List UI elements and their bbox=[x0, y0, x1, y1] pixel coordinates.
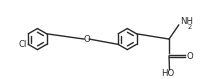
Text: NH: NH bbox=[180, 17, 193, 26]
Text: O: O bbox=[186, 52, 193, 61]
Text: O: O bbox=[83, 35, 90, 44]
Text: HO: HO bbox=[161, 69, 174, 78]
Text: 2: 2 bbox=[188, 24, 192, 30]
Text: Cl: Cl bbox=[18, 40, 27, 49]
